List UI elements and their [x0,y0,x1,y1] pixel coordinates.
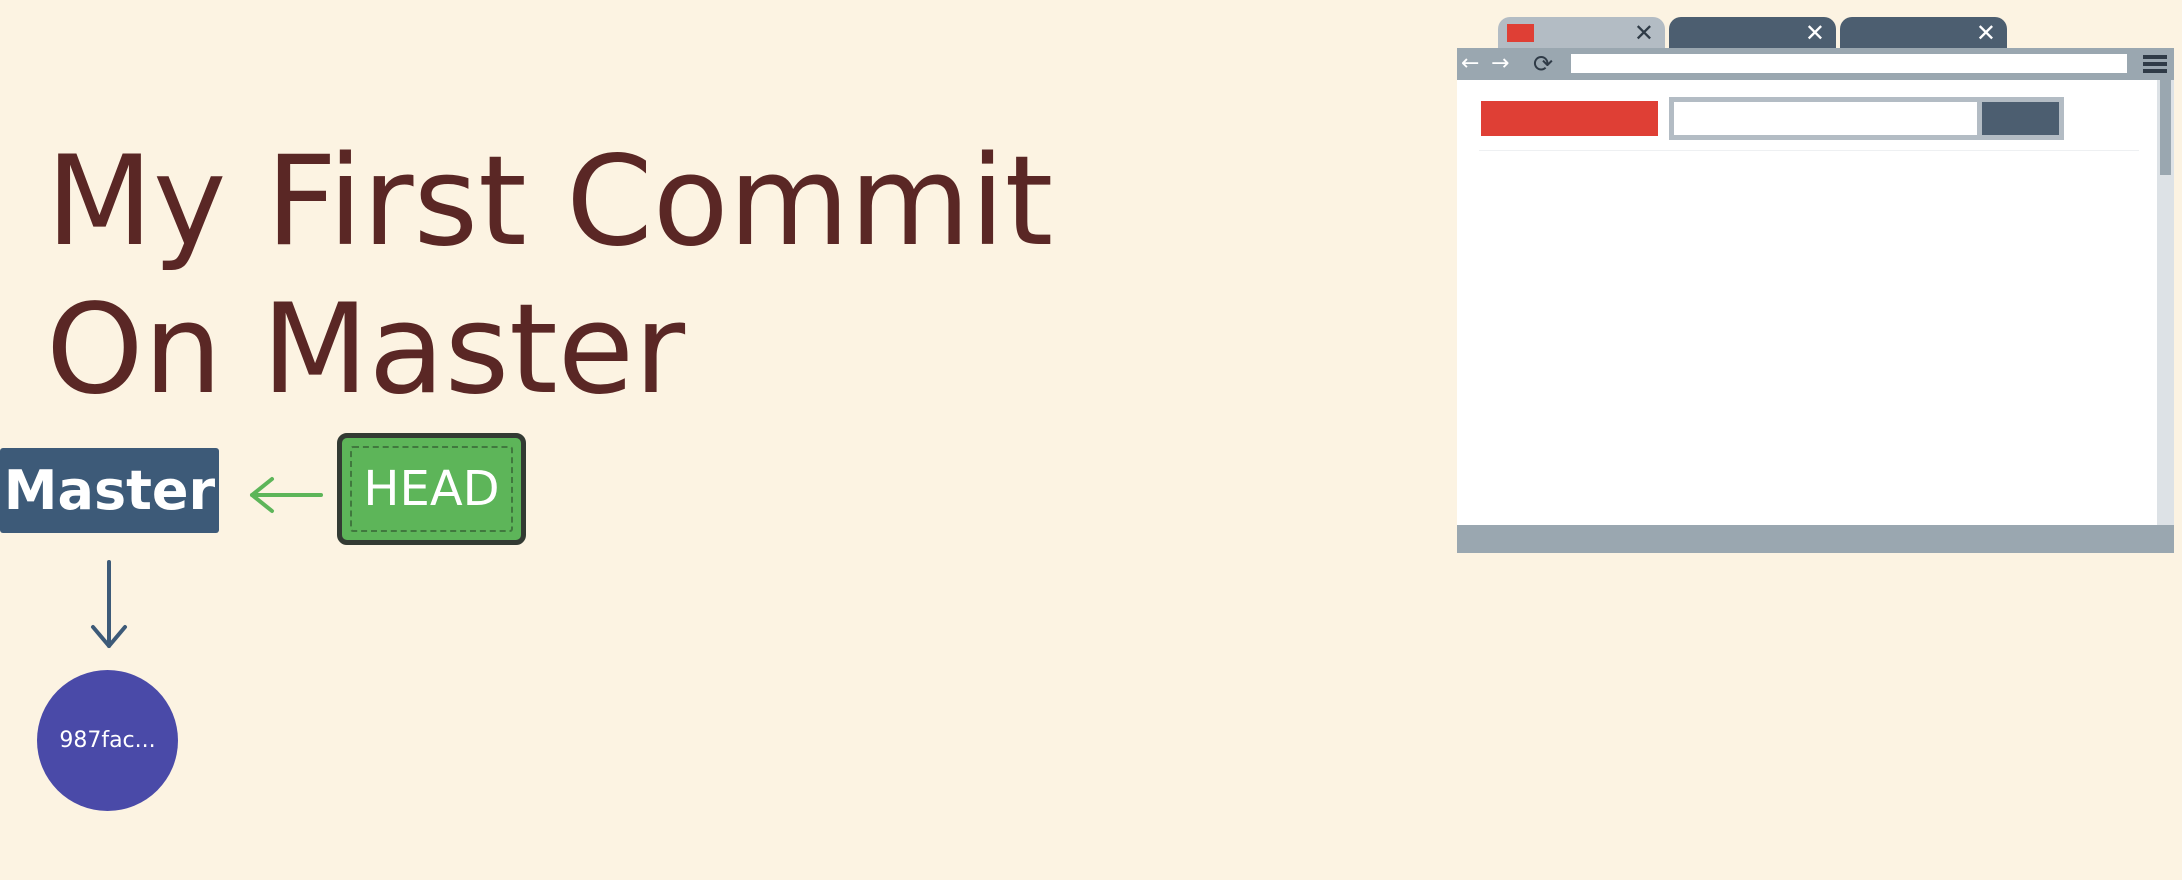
close-icon[interactable]: ✕ [1633,19,1654,47]
header-divider [1479,150,2139,151]
browser-tab-3[interactable]: ✕ [1840,17,2007,49]
address-bar[interactable] [1571,54,2127,73]
scrollbar-thumb[interactable] [2160,80,2171,175]
browser-tab-active[interactable]: ✕ [1498,17,1665,49]
close-icon[interactable]: ✕ [1804,19,1825,47]
search-input[interactable] [1669,97,1982,140]
master-branch-label: Master [0,448,219,533]
back-arrow-icon[interactable]: ← [1461,51,1480,76]
browser-viewport [1457,80,2157,525]
title-line-1: My First Commit [46,130,1054,274]
browser-tab-2[interactable]: ✕ [1669,17,1836,49]
search-button[interactable] [1982,97,2064,140]
head-to-master-arrow [250,477,323,513]
favicon-icon [1507,24,1534,42]
slide-title: My First Commit On Master [46,128,1054,424]
head-label: HEAD [363,461,500,517]
scrollbar-track[interactable] [2157,80,2174,525]
head-pointer: HEAD [337,433,526,545]
title-line-2: On Master [46,278,686,422]
browser-status-bar [1457,525,2174,553]
forward-arrow-icon[interactable]: → [1491,51,1510,76]
hamburger-menu-icon[interactable] [2143,55,2167,73]
commit-node: 987fac... [37,670,178,811]
close-icon[interactable]: ✕ [1975,19,1996,47]
browser-toolbar: ← → ⟳ [1457,48,2174,80]
browser-window: ✕ ✕ ✕ ← → ⟳ [1457,17,2174,553]
site-logo-placeholder [1481,101,1658,136]
master-to-commit-arrow [91,560,127,648]
reload-icon[interactable]: ⟳ [1533,50,1554,78]
